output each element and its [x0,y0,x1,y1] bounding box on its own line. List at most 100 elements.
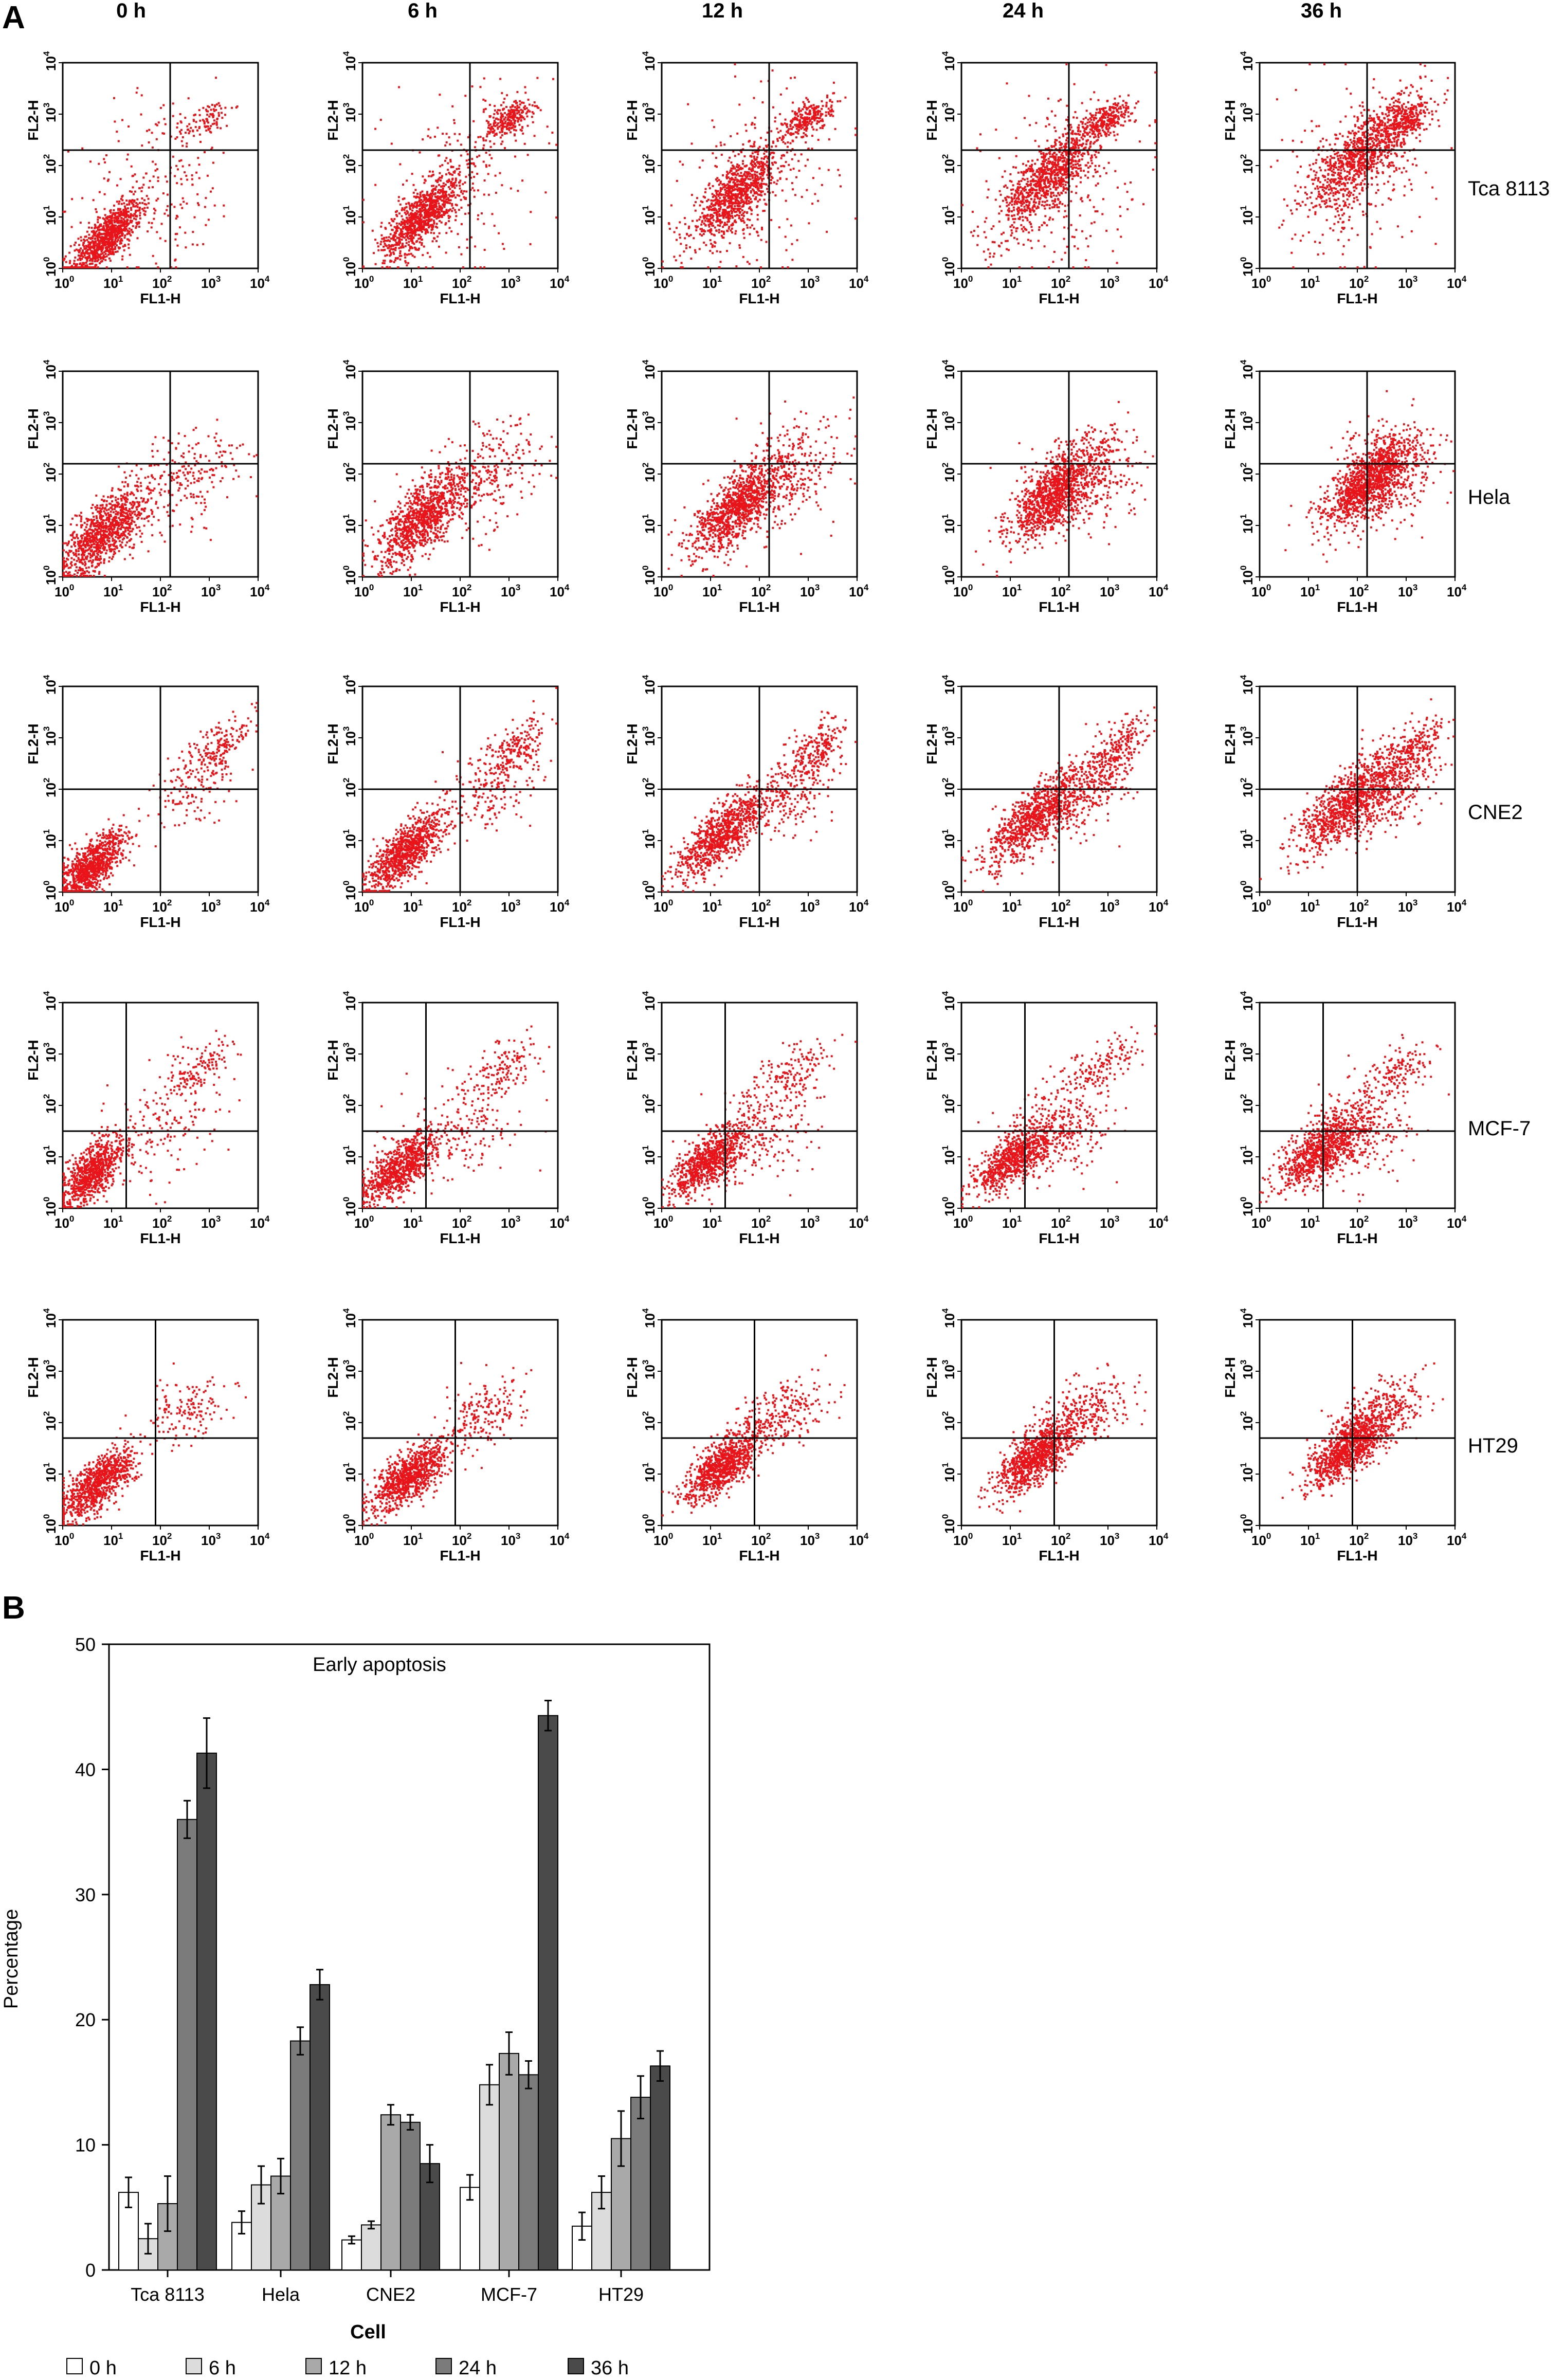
data-point [143,199,146,201]
data-point [135,225,137,227]
data-point [471,187,474,189]
data-point [434,195,437,197]
data-point [92,266,94,268]
data-point [427,213,429,215]
data-point [405,245,407,247]
data-point [799,114,802,116]
data-point [752,179,754,181]
data-point [1043,169,1045,171]
data-point [237,105,239,107]
data-point [390,224,392,226]
data-point [760,137,762,139]
data-point [190,127,192,129]
data-point [495,175,497,177]
data-point [1062,190,1064,192]
data-point [1008,214,1010,216]
data-point [739,212,741,214]
data-point [180,183,183,185]
data-point [813,115,815,117]
data-point [1019,216,1021,218]
data-point [380,234,383,237]
data-point [137,237,139,239]
data-point [787,141,789,143]
data-point [208,129,210,131]
data-point [738,202,740,204]
data-point [717,224,719,226]
data-point [758,190,760,192]
data-point [524,86,526,88]
data-point [501,184,503,186]
data-point [115,236,117,238]
data-point [384,260,386,262]
data-point [750,178,752,180]
data-point [530,243,532,245]
data-point [742,143,744,146]
data-point [716,250,718,252]
plot-frame [662,63,857,268]
data-point [786,131,788,133]
data-point [1070,200,1072,202]
data-point [790,128,792,130]
data-point [116,185,118,187]
data-point [131,231,133,233]
data-point [451,205,453,207]
data-point [155,199,157,202]
data-point [402,219,404,221]
data-point [1012,166,1014,168]
data-point [494,225,496,227]
data-point [521,115,523,117]
data-point [715,190,717,192]
data-point [1053,152,1055,154]
data-point [516,91,518,93]
data-point [829,100,831,102]
data-point [985,237,987,239]
data-point [777,140,779,142]
data-point [805,121,807,123]
data-point [486,133,488,135]
data-point [423,204,425,206]
data-point [534,101,536,103]
data-point [176,182,178,184]
data-point [414,247,416,249]
data-point [427,231,429,233]
data-point [199,141,202,143]
data-point [854,217,857,220]
data-point [798,170,801,172]
data-point [120,224,122,226]
data-point [1062,160,1064,162]
data-point [122,212,124,214]
data-point [716,166,718,168]
data-point [502,128,504,130]
data-point [483,111,485,113]
data-point [812,129,814,131]
data-point [499,110,501,112]
data-point [441,164,443,166]
data-point [231,107,233,109]
data-point [501,92,503,94]
data-point [1036,183,1039,185]
data-point [417,266,420,268]
data-point [478,155,480,157]
data-point [374,239,376,241]
data-point [134,213,136,215]
data-point [198,177,201,179]
data-point [729,157,731,159]
data-point [1053,146,1056,148]
data-point [79,263,81,265]
data-point [703,233,705,235]
data-point [1006,187,1008,189]
data-point [514,156,516,158]
data-point [734,211,736,213]
data-point [1038,185,1040,187]
data-point [455,177,457,179]
data-point [1052,161,1054,163]
data-point [814,107,816,109]
data-point [202,243,204,245]
data-point [813,116,815,118]
data-point [527,154,529,156]
data-point [839,100,841,102]
data-point [732,165,734,167]
data-point [1080,181,1082,184]
data-point [1011,198,1013,200]
data-point [1065,192,1067,194]
